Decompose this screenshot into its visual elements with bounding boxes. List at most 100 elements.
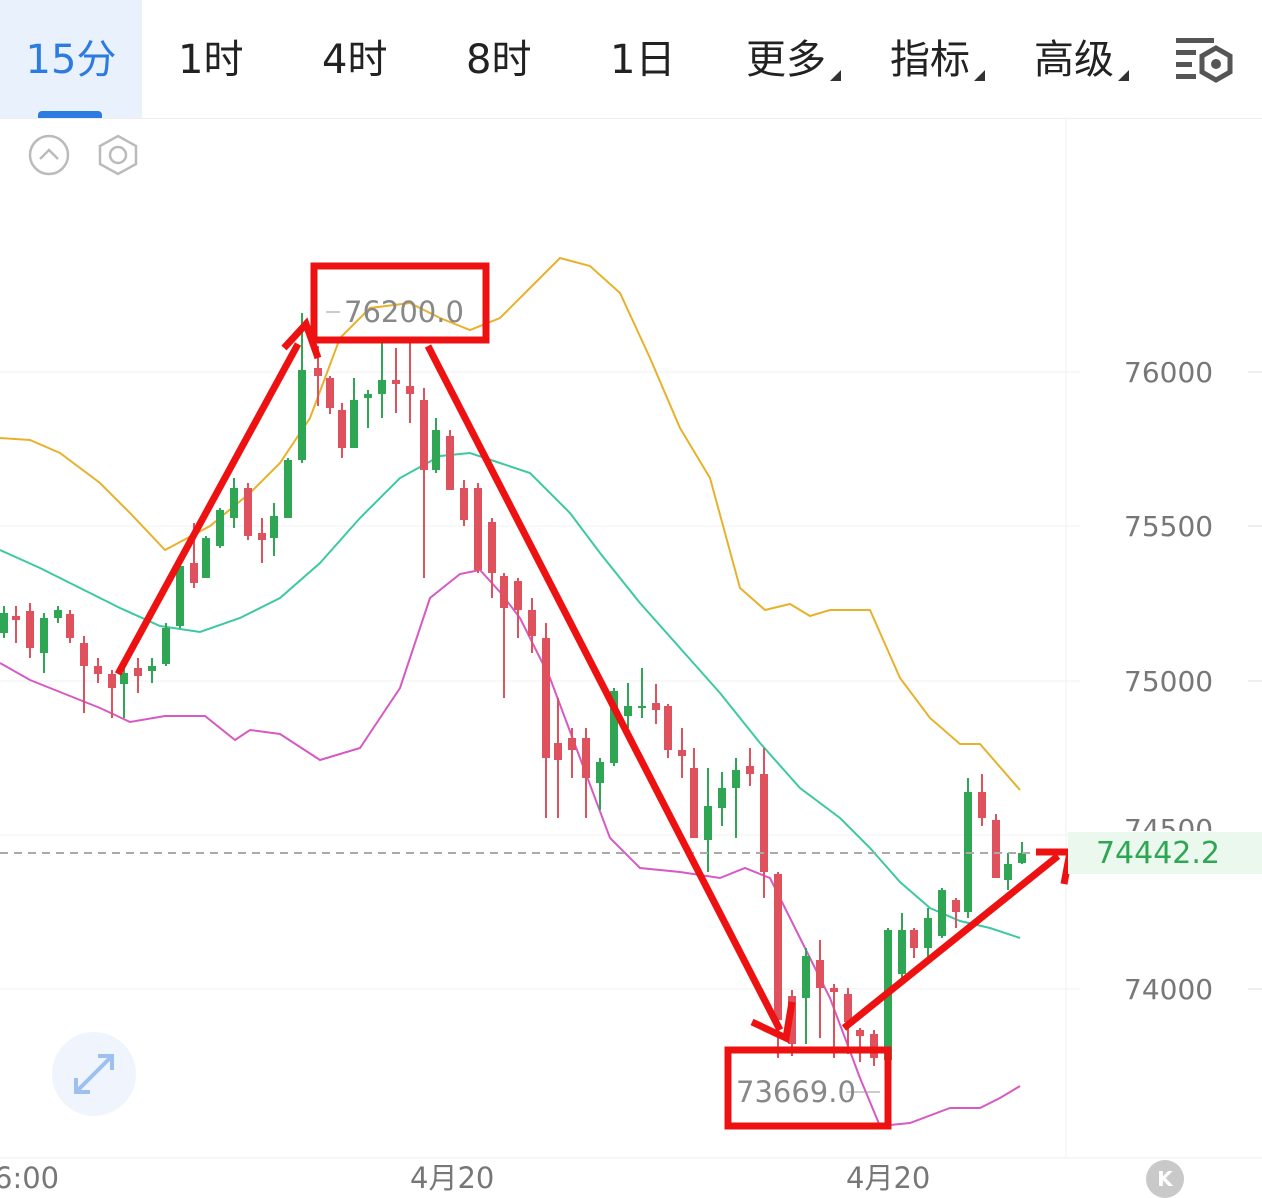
candle-down xyxy=(446,430,454,490)
tab-4hour[interactable]: 4时 xyxy=(322,0,387,118)
rebound-arrow-line xyxy=(841,853,1061,1031)
candle-down xyxy=(392,348,400,413)
price-tick: 75500 xyxy=(1124,510,1214,543)
candle-up xyxy=(364,390,372,428)
low-price-label: 73669.0 xyxy=(736,1075,856,1109)
candle-down xyxy=(66,610,74,643)
tab-label: 4时 xyxy=(322,37,388,83)
candle-up xyxy=(718,772,726,826)
tab-label: 高级 xyxy=(1034,37,1114,83)
candle-up xyxy=(350,378,358,448)
candle-down xyxy=(568,728,576,778)
candle-up xyxy=(378,343,386,418)
k-logo-icon[interactable]: K xyxy=(1146,1160,1184,1198)
tab-label: 8时 xyxy=(466,37,532,83)
tabbar-divider xyxy=(0,118,1262,119)
dropdown-caret-icon xyxy=(1118,70,1129,81)
candle-up xyxy=(162,623,170,666)
uptrend-arrowhead xyxy=(281,317,322,360)
expand-arrows-icon xyxy=(74,1054,114,1094)
uptrend-arrow-line xyxy=(114,342,302,676)
candle-up xyxy=(216,508,224,548)
tab-label: 15分 xyxy=(25,37,117,83)
candle-down xyxy=(26,603,34,658)
price-tick-partially-hidden: 74500 xyxy=(1124,815,1213,831)
downtrend-arrowhead xyxy=(750,1001,796,1044)
candle-down xyxy=(12,606,20,643)
candle-up xyxy=(120,666,128,718)
tab-1hour[interactable]: 1时 xyxy=(178,0,243,118)
candle-down xyxy=(108,670,116,718)
tab-8hour[interactable]: 8时 xyxy=(466,0,531,118)
candle-down xyxy=(992,814,1000,878)
tab-label: 1时 xyxy=(178,37,244,83)
upper-band-line xyxy=(0,256,1021,791)
tab-label: 1日 xyxy=(610,37,676,83)
candle-up xyxy=(732,758,740,838)
time-tick: 6:00 xyxy=(0,1161,60,1195)
tab-1day[interactable]: 1日 xyxy=(610,0,675,118)
candle-down xyxy=(952,898,960,928)
candle-up xyxy=(638,668,646,718)
tab-label: 更多 xyxy=(746,37,826,83)
candle-up xyxy=(54,606,62,623)
high-annotation-box xyxy=(310,262,490,344)
candle-down xyxy=(94,658,102,683)
candle-down xyxy=(500,573,508,698)
candle-up xyxy=(802,948,810,1044)
candle-up xyxy=(938,888,946,938)
candle-down xyxy=(830,984,838,1058)
candle-down xyxy=(420,388,428,578)
candle-up xyxy=(596,758,604,810)
candle-up xyxy=(0,606,8,638)
chevron-up-circle-icon xyxy=(28,134,70,176)
candlestick-chart[interactable]: 76200.0 73669.0 74442.2 76000 75500 7500… xyxy=(0,118,1262,1198)
tab-15min[interactable]: 15分 xyxy=(0,0,142,118)
active-tab-indicator xyxy=(38,111,102,118)
candle-up xyxy=(924,908,932,958)
candle-up xyxy=(624,683,632,728)
candle-up xyxy=(964,778,972,918)
tab-advanced-dropdown[interactable]: 高级 xyxy=(1034,0,1129,118)
tab-more-dropdown[interactable]: 更多 xyxy=(746,0,841,118)
candle-down xyxy=(244,483,252,540)
candle-up xyxy=(432,418,440,473)
price-tick: 75000 xyxy=(1124,665,1214,698)
timeframe-tab-bar: 15分 1时 4时 8时 1日 更多 指标 高级 xyxy=(0,0,1262,118)
candle-down xyxy=(760,748,768,898)
candle-down xyxy=(474,483,482,573)
candle-down xyxy=(652,684,660,724)
candle-up xyxy=(176,560,184,628)
candle-down xyxy=(978,774,986,826)
hexagon-gear-icon xyxy=(98,134,138,176)
candle-up xyxy=(284,458,292,518)
lower-band-line xyxy=(0,568,1021,1128)
candle-down xyxy=(542,623,550,818)
dropdown-caret-icon xyxy=(974,70,985,81)
candle-down xyxy=(460,480,468,526)
candle-up xyxy=(230,478,238,528)
chart-settings-icon[interactable] xyxy=(1172,32,1236,88)
candle-down xyxy=(80,636,88,713)
candle-up xyxy=(270,503,278,556)
dropdown-caret-icon xyxy=(830,70,841,81)
middle-band-line xyxy=(0,451,1021,939)
candle-up xyxy=(1004,853,1012,890)
candle-up xyxy=(40,613,48,673)
candle-down xyxy=(528,598,536,653)
candle-down xyxy=(856,1028,864,1062)
price-tick: 76000 xyxy=(1124,356,1214,389)
high-price-label: 76200.0 xyxy=(344,295,464,329)
candle-down xyxy=(134,658,142,693)
candle-down xyxy=(326,376,334,414)
candle-up xyxy=(298,313,306,463)
candle-down xyxy=(910,928,918,958)
chart-canvas xyxy=(0,118,1262,1159)
annotation-marks xyxy=(114,262,1075,1130)
candle-down xyxy=(488,518,496,598)
fullscreen-button[interactable] xyxy=(52,1032,136,1116)
candle-up xyxy=(704,768,712,872)
tab-label: 指标 xyxy=(890,37,970,83)
candle-down xyxy=(816,940,824,1038)
tab-indicators-dropdown[interactable]: 指标 xyxy=(890,0,985,118)
